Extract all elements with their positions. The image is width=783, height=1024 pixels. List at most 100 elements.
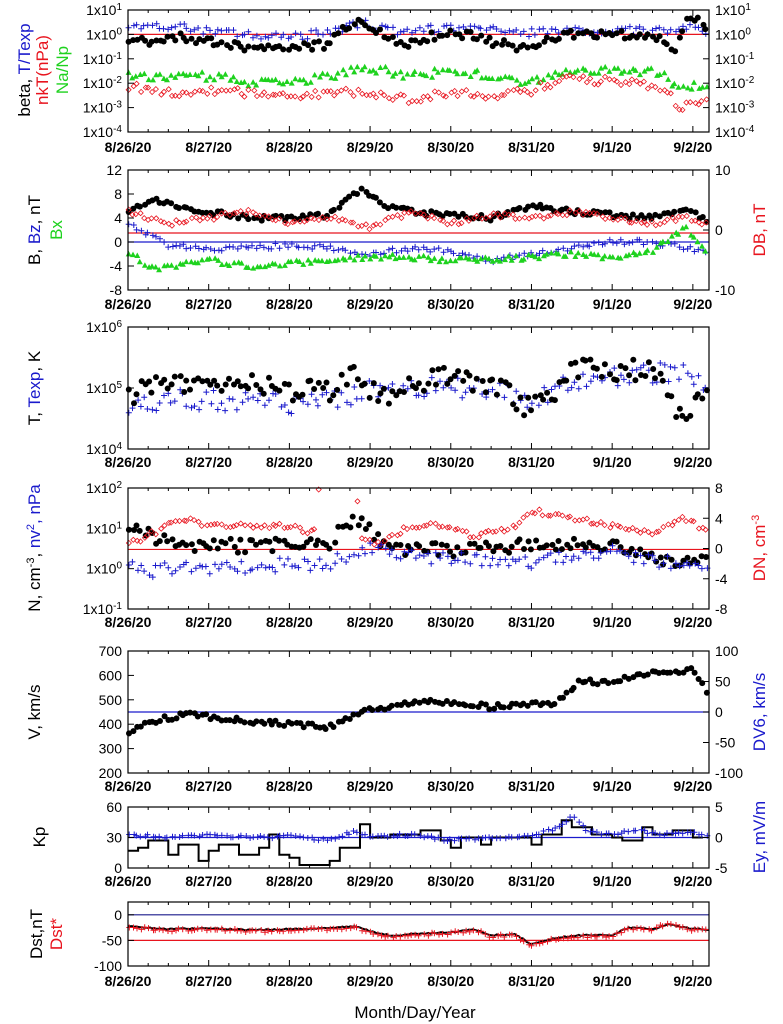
data-point	[264, 834, 271, 841]
data-point	[699, 524, 706, 531]
data-point	[532, 699, 539, 706]
data-point	[629, 524, 636, 532]
data-point	[590, 828, 596, 835]
data-point	[400, 28, 407, 35]
data-point	[679, 830, 686, 837]
data-point	[667, 90, 674, 97]
data-point	[467, 28, 474, 35]
data-point	[672, 563, 679, 569]
data-point	[150, 76, 156, 83]
x-tick-label: 8/31/20	[508, 296, 555, 312]
x-tick-label: 9/1/20	[593, 973, 632, 989]
data-point	[622, 79, 629, 86]
data-point	[427, 22, 434, 29]
data-point	[667, 921, 674, 928]
data-point	[648, 218, 655, 225]
data-point	[409, 71, 416, 77]
y-tick-label: 400	[99, 716, 123, 732]
data-point	[347, 219, 354, 226]
data-point	[314, 402, 321, 409]
data-point	[540, 215, 547, 222]
data-point	[583, 515, 591, 522]
data-point	[300, 76, 307, 83]
y2-tick-label: 1x10-4	[715, 124, 755, 141]
data-point	[149, 406, 156, 413]
data-point	[269, 835, 276, 842]
data-point	[594, 544, 601, 551]
data-point	[353, 829, 360, 836]
data-point	[257, 386, 264, 393]
data-point	[640, 26, 647, 33]
x-tick-label: 8/30/20	[427, 873, 474, 889]
data-point	[204, 215, 211, 222]
data-point	[314, 537, 321, 544]
data-point	[576, 75, 583, 83]
data-point	[339, 216, 346, 223]
data-point	[691, 79, 697, 85]
left-axis-label: T, Texp, K	[25, 350, 44, 425]
right-axis-label: DV6, km/s	[750, 673, 769, 751]
data-point	[334, 386, 341, 393]
data-point	[245, 206, 252, 213]
data-point	[421, 393, 428, 400]
data-point	[438, 541, 445, 548]
data-point	[580, 822, 587, 829]
data-point	[160, 25, 167, 32]
data-point	[451, 87, 458, 95]
data-point	[485, 93, 492, 100]
data-point	[234, 568, 241, 575]
data-point	[211, 377, 218, 384]
data-point	[351, 21, 358, 28]
data-point	[575, 249, 582, 256]
data-point	[212, 30, 219, 37]
data-point	[297, 31, 304, 38]
data-point	[272, 568, 279, 575]
data-point	[490, 23, 497, 30]
data-point	[304, 35, 311, 42]
data-point	[642, 373, 649, 379]
data-point	[582, 67, 589, 73]
data-point	[132, 211, 139, 218]
data-point	[620, 376, 627, 383]
data-point	[355, 522, 362, 529]
data-point	[529, 509, 536, 516]
data-point	[597, 518, 604, 526]
data-point	[200, 214, 207, 221]
data-point	[338, 556, 345, 562]
series-green-tri	[125, 63, 711, 92]
data-point	[629, 367, 636, 374]
data-point	[358, 535, 365, 542]
data-point	[133, 522, 140, 529]
panel-4: 8/26/20 8/27/20 8/28/20 8/29/20 8/30/20 8/31/…	[25, 480, 769, 631]
data-point	[195, 25, 202, 31]
data-point	[632, 251, 639, 258]
data-point	[502, 556, 509, 563]
y-tick-label: 8	[114, 186, 122, 202]
data-point	[601, 522, 608, 529]
data-point	[223, 559, 230, 566]
data-point	[640, 362, 647, 369]
data-point	[638, 826, 645, 833]
data-point	[241, 31, 248, 38]
data-point	[531, 510, 538, 517]
data-point	[485, 255, 492, 262]
data-point	[451, 837, 458, 844]
data-point	[543, 542, 550, 549]
y-tick-label: -4	[110, 258, 123, 274]
data-point	[389, 96, 396, 103]
data-point	[537, 392, 544, 399]
data-point	[141, 70, 148, 77]
data-point	[462, 389, 469, 396]
data-point	[504, 209, 511, 215]
data-point	[177, 386, 184, 393]
data-point	[412, 555, 419, 562]
data-point	[338, 926, 345, 933]
data-point	[402, 245, 409, 252]
y2-tick-label: -4	[715, 571, 728, 587]
data-point	[470, 927, 477, 934]
data-point	[161, 560, 168, 566]
data-point	[537, 79, 544, 86]
data-point	[698, 565, 705, 572]
data-point	[671, 80, 678, 87]
data-point	[233, 406, 240, 413]
